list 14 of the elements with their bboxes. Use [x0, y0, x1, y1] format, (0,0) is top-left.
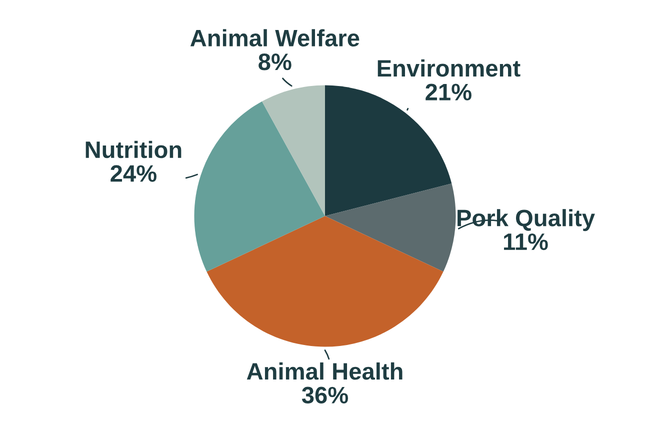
data-label: 36% — [302, 386, 348, 404]
slice-label: Pork Quality — [458, 209, 595, 232]
slice-label: Animal Health — [246, 362, 402, 380]
pie-slice — [194, 101, 325, 272]
pie-slice — [206, 216, 444, 347]
slice-label: Environment — [378, 59, 520, 77]
data-label: 8% — [258, 54, 292, 70]
data-label: 11% — [504, 233, 548, 250]
data-label: 24% — [110, 165, 156, 182]
slice-label: Nutrition — [86, 140, 182, 158]
pie-slice — [325, 183, 456, 272]
data-label: 21% — [426, 84, 472, 100]
slice-label: Animal Welfare — [190, 29, 360, 46]
pie-slice — [262, 85, 325, 216]
